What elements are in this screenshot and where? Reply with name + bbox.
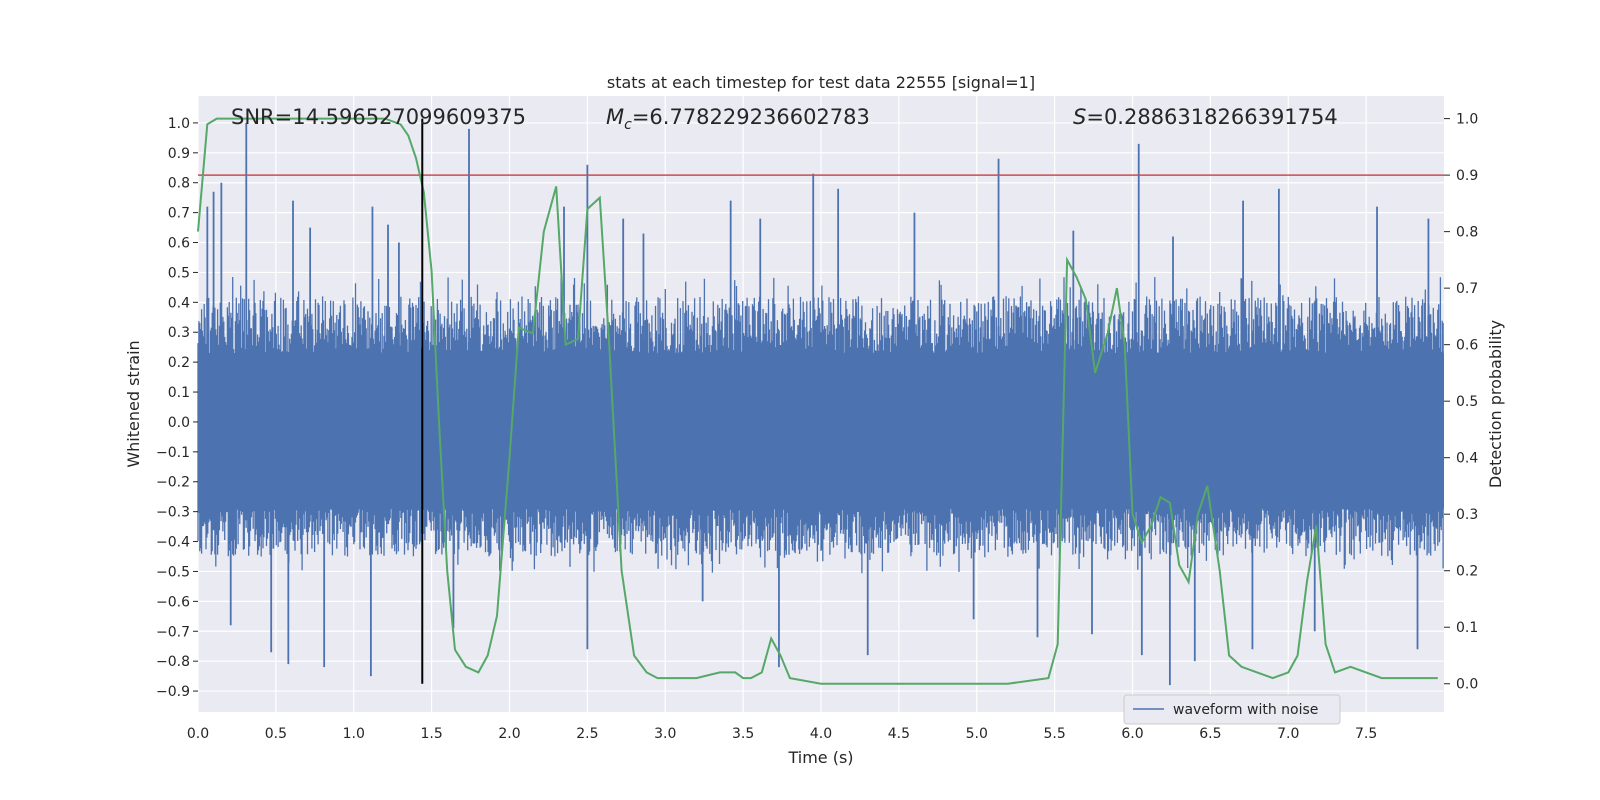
x-tick-label: 6.5: [1199, 726, 1221, 742]
y-tick-label: 0.2: [168, 355, 190, 371]
y-axis-label: Whitened strain: [124, 340, 143, 467]
y-tick-label: −0.6: [156, 594, 190, 610]
y-tick-label: 0.1: [168, 385, 190, 401]
y2-tick-label: 0.2: [1456, 564, 1478, 580]
x-tick-label: 2.0: [498, 726, 520, 742]
chirp-mass-annotation: Mc=6.778229236602783: [606, 105, 870, 133]
y2-axis-label: Detection probability: [1486, 320, 1505, 488]
y-tick-label: 0.3: [168, 325, 190, 341]
s-symbol: S: [1073, 105, 1086, 129]
waveform-series: [197, 122, 1444, 686]
y-tick-label: −0.8: [156, 654, 190, 670]
y-tick-label: 0.4: [168, 295, 190, 311]
legend-box: [1123, 694, 1341, 725]
y-tick-label: −0.2: [156, 475, 190, 491]
y-tick-label: −0.5: [156, 564, 190, 580]
y2-tick-label: 0.6: [1456, 338, 1478, 354]
x-tick-label: 4.0: [810, 726, 832, 742]
y2-tick-label: 0.3: [1456, 507, 1478, 523]
legend: waveform with noise: [1123, 694, 1341, 725]
x-axis-label: Time (s): [787, 748, 853, 767]
x-tick-label: 7.5: [1355, 726, 1377, 742]
chirp-mass-value: =6.778229236602783: [632, 105, 870, 129]
x-tick-label: 1.0: [343, 726, 365, 742]
y-tick-label: 1.0: [168, 116, 190, 132]
x-axis-ticks: 0.0 0.5 1.0 1.5 2.0 2.5 3.0 3.5 4.0 4.5 5.0 5.5 6.0 6…: [187, 726, 1377, 742]
s-value: =0.2886318266391754: [1086, 105, 1337, 129]
chirp-mass-symbol: M: [606, 105, 624, 129]
y2-tick-label: 1.0: [1456, 112, 1478, 128]
chirp-mass-subscript: c: [624, 117, 632, 133]
s-annotation: S=0.2886318266391754: [1073, 105, 1338, 129]
y-tick-label: −0.7: [156, 624, 190, 640]
y2-tick-label: 0.0: [1456, 677, 1478, 693]
y-tick-label: 0.0: [168, 415, 190, 431]
x-tick-label: 7.0: [1277, 726, 1299, 742]
y-tick-label: 0.7: [168, 206, 190, 222]
x-tick-label: 3.5: [732, 726, 754, 742]
y-tick-label: 0.5: [168, 265, 190, 281]
x-tick-label: 5.0: [966, 726, 988, 742]
x-tick-label: 2.5: [576, 726, 598, 742]
y-tick-label: 0.6: [168, 236, 190, 252]
y-tick-label: 0.9: [168, 146, 190, 162]
y-tick-label: 0.8: [168, 176, 190, 192]
y-axis-ticks: 1.0 0.9 0.8 0.7 0.6 0.5 0.4 0.3 0.2 0.1 0.0 −0.1 −0.…: [156, 116, 198, 700]
chart-title: stats at each timestep for test data 225…: [607, 73, 1035, 92]
x-tick-label: 1.5: [420, 726, 442, 742]
x-tick-label: 6.0: [1121, 726, 1143, 742]
probability-series: [197, 117, 1438, 685]
y-tick-label: −0.4: [156, 535, 190, 551]
y2-tick-label: 0.9: [1456, 168, 1478, 184]
y-tick-label: −0.9: [156, 684, 190, 700]
x-tick-label: 3.0: [654, 726, 676, 742]
y-tick-label: −0.3: [156, 505, 190, 521]
y2-tick-label: 0.1: [1456, 620, 1478, 636]
x-tick-label: 5.5: [1043, 726, 1065, 742]
y2-tick-label: 0.7: [1456, 281, 1478, 297]
x-tick-label: 0.5: [265, 726, 287, 742]
y2-tick-label: 0.8: [1456, 225, 1478, 241]
y2-tick-label: 0.5: [1456, 394, 1478, 410]
x-tick-label: 4.5: [888, 726, 910, 742]
snr-annotation: SNR=14.596527099609375: [231, 105, 526, 129]
y-tick-label: −0.1: [156, 445, 190, 461]
y2-axis-ticks: 1.0 0.9 0.8 0.7 0.6 0.5 0.4 0.3 0.2 0.1 0.0: [1444, 112, 1478, 693]
y2-tick-label: 0.4: [1456, 451, 1478, 467]
x-tick-label: 0.0: [187, 726, 209, 742]
waveform-noise: [197, 276, 1444, 574]
legend-label: waveform with noise: [1173, 702, 1318, 718]
